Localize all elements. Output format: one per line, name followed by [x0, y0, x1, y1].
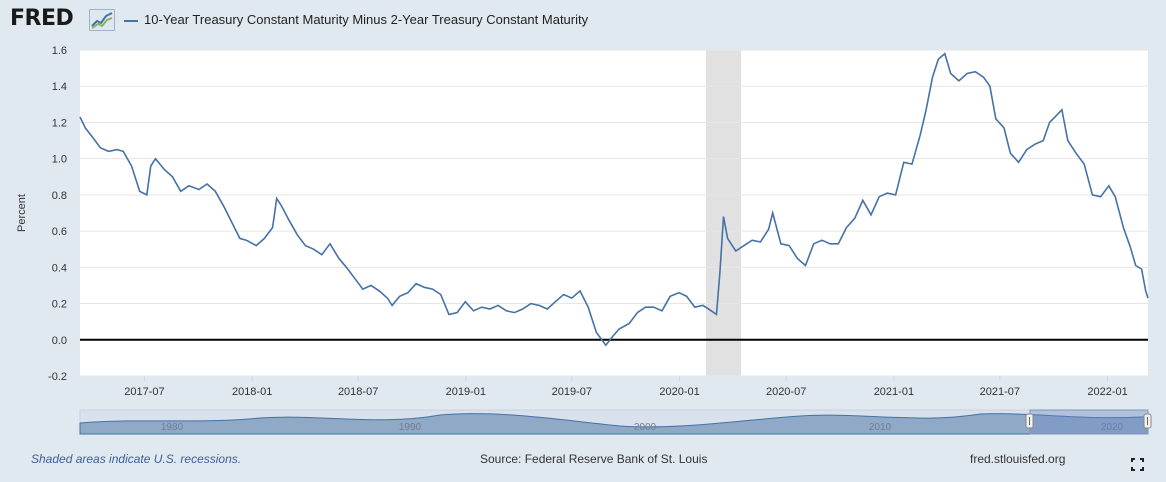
- fullscreen-icon[interactable]: [1131, 458, 1144, 471]
- header: FRED 10-Year Treasury Constant Maturity …: [0, 0, 1166, 40]
- y-tick-label: 1.6: [52, 45, 67, 57]
- x-tick-label: 2021-07: [980, 386, 1020, 398]
- series-line[interactable]: [79, 52, 1149, 347]
- x-tick-label: 2017-07: [124, 386, 164, 398]
- chart: -0.20.00.20.40.60.81.01.21.41.6 2017-07 2…: [16, 45, 1152, 435]
- navigator-label: 2010: [869, 422, 892, 433]
- legend-label: 10-Year Treasury Constant Maturity Minus…: [144, 12, 589, 27]
- x-tick-label: 2018-07: [338, 386, 378, 398]
- x-tick-label: 2019-07: [552, 386, 592, 398]
- x-tick-label: 2018-01: [232, 386, 272, 398]
- y-tick-label: 0.2: [52, 299, 67, 311]
- series-legend: 10-Year Treasury Constant Maturity Minus…: [124, 12, 588, 27]
- range-navigator[interactable]: 1980 1990 2000 2010 2020: [79, 409, 1152, 435]
- x-tick-labels: 2017-07 2018-01 2018-07 2019-01 2019-07 2020-…: [124, 376, 1128, 398]
- navigator-right-handle[interactable]: [1143, 413, 1152, 429]
- x-tick-label: 2021-01: [874, 386, 914, 398]
- x-tick-label: 2020-01: [659, 386, 699, 398]
- navigator-selection[interactable]: [1029, 409, 1149, 435]
- site-url[interactable]: fred.stlouisfed.org: [970, 452, 1066, 466]
- x-tick-label: 2019-01: [446, 386, 486, 398]
- navigator-label: 1980: [161, 422, 184, 433]
- fred-logo[interactable]: FRED: [10, 6, 74, 31]
- y-tick-label: -0.2: [48, 371, 67, 383]
- y-tick-labels: -0.2 0.0 0.2 0.4 0.6 0.8 1.0 1.2 1.4 1.6: [48, 45, 67, 383]
- legend-line-icon: [124, 19, 138, 22]
- recession-band: [705, 50, 742, 376]
- plot-area: [80, 50, 1148, 376]
- y-tick-label: 1.0: [52, 154, 67, 166]
- recession-note: Shaded areas indicate U.S. recessions.: [31, 452, 242, 466]
- navigator-labels: 1980 1990 2000 2010 2020: [161, 422, 1124, 433]
- source-text: Source: Federal Reserve Bank of St. Loui…: [480, 452, 708, 466]
- navigator-left-handle[interactable]: [1025, 413, 1034, 429]
- x-tick-label: 2022-01: [1087, 386, 1127, 398]
- navigator-label: 2020: [1101, 422, 1124, 433]
- y-tick-label: 0.4: [52, 262, 67, 274]
- recession-shading-group: [705, 50, 742, 376]
- y-tick-label: 0.0: [52, 335, 67, 347]
- navigator-label: 1990: [399, 422, 422, 433]
- y-tick-label: 0.8: [52, 190, 67, 202]
- y-tick-label: 1.2: [52, 117, 67, 129]
- y-axis-label: Percent: [16, 194, 28, 232]
- navigator-history-area: [79, 413, 1149, 435]
- y-tick-label: 1.4: [52, 81, 67, 93]
- navigator-label: 2000: [634, 422, 657, 433]
- x-tick-label: 2020-07: [766, 386, 806, 398]
- logo-graph-icon: [89, 9, 115, 31]
- y-tick-label: 0.6: [52, 226, 67, 238]
